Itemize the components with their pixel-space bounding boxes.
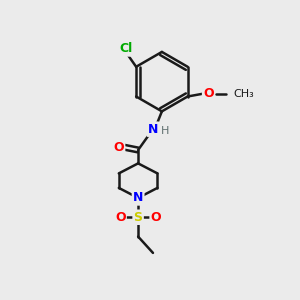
- Text: O: O: [151, 211, 161, 224]
- Text: S: S: [134, 211, 142, 224]
- Text: N: N: [148, 123, 158, 136]
- Text: O: O: [203, 87, 214, 100]
- Text: O: O: [115, 211, 126, 224]
- Text: O: O: [113, 140, 124, 154]
- Text: N: N: [133, 191, 143, 204]
- Text: H: H: [161, 126, 169, 136]
- Text: Cl: Cl: [119, 42, 132, 56]
- Text: CH₃: CH₃: [234, 88, 254, 98]
